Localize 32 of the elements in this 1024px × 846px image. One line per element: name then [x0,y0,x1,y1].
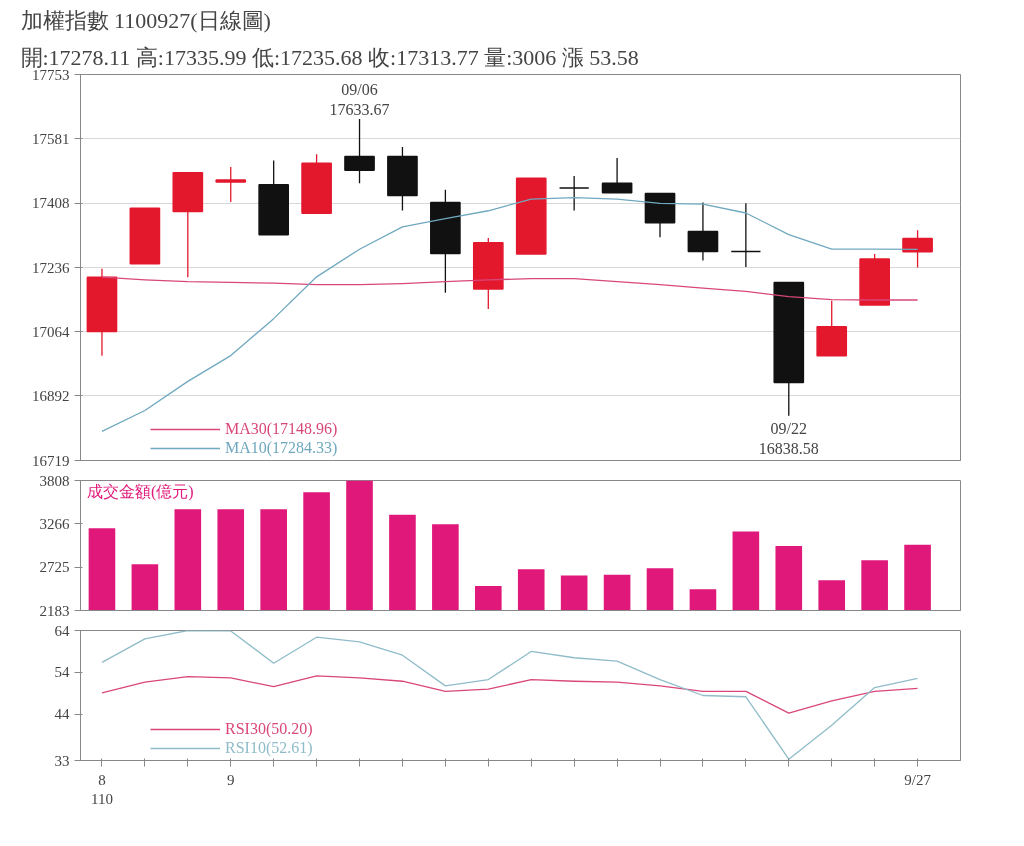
y-tick-label: 2183 [39,602,70,619]
annotation: 09/06 17633.67 [329,81,390,119]
annotation: 09/22 16838.58 [758,419,819,457]
y-tick-label: 17236 [32,259,70,276]
chart-title: 加權指數 1100927(日線圖) [20,7,271,33]
candlestick [730,202,762,268]
y-tick-label: 16719 [32,452,70,469]
candlestick [215,166,247,203]
chart-subtitle: 開:17278.11 高:17335.99 低:17235.68 收:17313.77 量:3006 漲 53.58 [20,44,639,70]
y-tick-label: 64 [54,622,70,639]
legend-label: RSI30(50.20) [225,720,313,738]
y-tick-label: 33 [54,752,70,769]
y-tick-label: 17581 [32,130,70,147]
y-tick-label: 3266 [39,515,70,532]
chart-title: 成交金額(億元) [86,482,194,501]
x-tick-label: 9/27 [904,771,932,788]
x-tick-label: 9 [226,771,235,788]
y-tick-label: 17408 [32,195,70,212]
y-tick-label: 54 [54,664,70,681]
y-tick-label: 44 [54,706,70,723]
line-series [101,276,919,301]
line-series [101,675,919,714]
x-tick-label: 8 110 [90,771,113,807]
legend-label: MA30(17148.96) [225,420,338,438]
line-series [101,630,919,760]
y-tick-label: 2725 [39,559,70,576]
y-tick-label: 17064 [32,323,70,340]
y-tick-label: 16892 [32,387,70,404]
legend-label: RSI10(52.61) [225,739,313,757]
legend-label: MA10(17284.33) [225,439,338,457]
candlestick [558,175,590,212]
y-tick-label: 3808 [39,472,70,489]
